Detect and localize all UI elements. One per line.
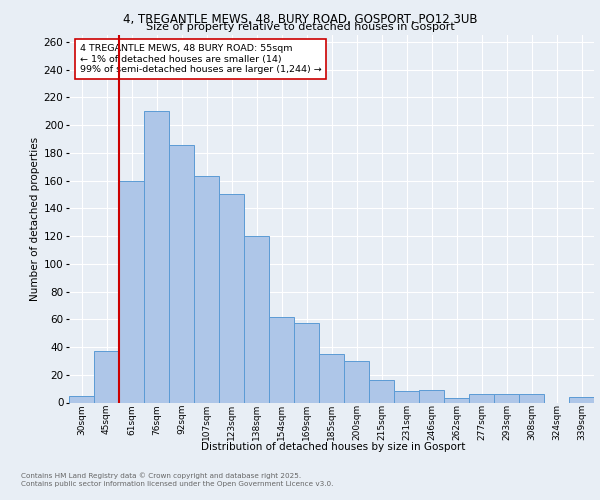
Y-axis label: Number of detached properties: Number of detached properties — [29, 136, 40, 301]
Bar — [319, 354, 344, 403]
Bar — [394, 392, 419, 402]
Bar — [69, 396, 94, 402]
Text: 4, TREGANTLE MEWS, 48, BURY ROAD, GOSPORT, PO12 3UB: 4, TREGANTLE MEWS, 48, BURY ROAD, GOSPOR… — [123, 12, 477, 26]
Bar — [169, 144, 194, 402]
Bar — [344, 361, 369, 403]
Bar — [469, 394, 494, 402]
Bar — [119, 180, 144, 402]
Bar — [269, 316, 294, 402]
Text: Size of property relative to detached houses in Gosport: Size of property relative to detached ho… — [146, 22, 454, 32]
Bar — [194, 176, 219, 402]
Bar — [444, 398, 469, 402]
Bar — [219, 194, 244, 402]
Bar — [519, 394, 544, 402]
Bar — [419, 390, 444, 402]
Text: Contains HM Land Registry data © Crown copyright and database right 2025.: Contains HM Land Registry data © Crown c… — [21, 472, 301, 479]
Text: Contains public sector information licensed under the Open Government Licence v3: Contains public sector information licen… — [21, 481, 334, 487]
Text: Distribution of detached houses by size in Gosport: Distribution of detached houses by size … — [201, 442, 465, 452]
Bar — [569, 397, 594, 402]
Bar — [294, 324, 319, 402]
Bar — [494, 394, 519, 402]
Bar — [94, 351, 119, 403]
Bar — [244, 236, 269, 402]
Text: 4 TREGANTLE MEWS, 48 BURY ROAD: 55sqm
← 1% of detached houses are smaller (14)
9: 4 TREGANTLE MEWS, 48 BURY ROAD: 55sqm ← … — [79, 44, 321, 74]
Bar — [144, 112, 169, 403]
Bar — [369, 380, 394, 402]
